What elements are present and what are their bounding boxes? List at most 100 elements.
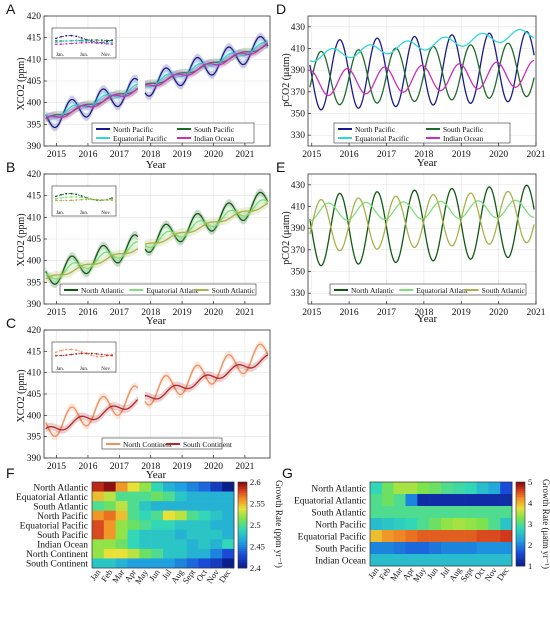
- heatmap-cell: [500, 506, 513, 519]
- heatmap-cell: [370, 518, 383, 531]
- x-tick-label: 2017: [110, 462, 129, 472]
- heatmap-cell: [127, 510, 140, 521]
- x-tick-label: 2021: [527, 308, 546, 318]
- panel-letter-d: D: [276, 1, 286, 17]
- colorbar-step: [238, 507, 247, 511]
- heatmap-cell: [500, 554, 513, 567]
- heatmap-cell: [210, 491, 223, 502]
- y-tick-label: 420: [27, 170, 42, 180]
- legend-label: North Continent: [123, 440, 173, 449]
- heatmap-frame: [91, 481, 235, 569]
- ylabel-a: XCO2 (ppm): [16, 57, 27, 110]
- heatmap-cell: [151, 501, 164, 511]
- heatmap-cell: [127, 548, 140, 559]
- heatmap-cell: [393, 482, 406, 495]
- colorbar-step: [516, 507, 525, 510]
- heatmap-cell: [103, 558, 116, 569]
- heatmap-cell: [103, 529, 116, 540]
- colorbar-tick-label: 4: [528, 498, 533, 508]
- heatmap-cell: [441, 554, 454, 567]
- heatmap-cell: [92, 491, 105, 502]
- colorbar-step: [238, 546, 247, 550]
- y-tick-label: 395: [27, 433, 42, 443]
- panel-b: 2015 2016 2017 2018 2019 2020 2021 390 395 400 405…: [27, 170, 271, 318]
- legend-label: Indian Ocean: [194, 134, 234, 143]
- plot-frame: [43, 329, 271, 459]
- heatmap-cell: [174, 520, 187, 531]
- colorbar-step: [238, 529, 247, 532]
- x-tick-label: 2017: [110, 308, 129, 318]
- series-line-equatorial_atlant: [309, 199, 535, 222]
- heatmap-cell: [393, 494, 406, 507]
- heatmap-cell: [198, 520, 211, 531]
- heatmap-cell: [186, 539, 199, 550]
- row-label: Equatorial Pacific: [298, 532, 366, 543]
- ylabel-b: XCO2 (ppm): [16, 213, 27, 266]
- series-line-south_atlantic: [309, 190, 535, 252]
- colorbar-step: [516, 545, 525, 548]
- heatmap-cell: [381, 494, 394, 507]
- heatmap-cell: [370, 494, 383, 507]
- heatmap-cell: [92, 558, 105, 569]
- legend-label: South Atlantic: [212, 286, 256, 295]
- uncertainty-band-indian_ocean: [45, 84, 138, 123]
- y-tick-label: 400: [27, 99, 42, 109]
- heatmap-cell: [151, 529, 164, 540]
- colorbar-step: [516, 528, 525, 531]
- heatmap-cell: [127, 501, 140, 511]
- colorbar-step: [238, 544, 247, 547]
- row-label: South Continent: [26, 560, 88, 570]
- heatmap-cell: [429, 506, 442, 519]
- colorbar-tick-label: 2.4: [250, 563, 261, 573]
- row-label: South Pacific: [315, 544, 366, 555]
- heatmap-cell: [488, 506, 501, 519]
- colorbar-frame: [515, 481, 526, 567]
- heatmap-cell: [163, 558, 176, 569]
- colorbar-step: [516, 521, 525, 525]
- colorbar-step: [238, 514, 247, 517]
- inset-tick-label: Nov.: [101, 211, 111, 216]
- heatmap-cell: [222, 491, 235, 502]
- x-tick-label: 2018: [414, 150, 433, 160]
- heatmap-cell: [151, 539, 164, 550]
- series-line-north_atlantic: [144, 191, 269, 253]
- colorbar-tick-label: 5: [528, 477, 532, 487]
- heatmap-cell: [429, 482, 442, 495]
- heatmap-cell: [417, 482, 430, 495]
- heatmap-cell: [127, 520, 140, 531]
- x-tick-label: 2019: [452, 308, 471, 318]
- heatmap-cell: [476, 482, 489, 495]
- heatmap-cell: [441, 518, 454, 531]
- y-tick-label: 370: [291, 88, 306, 98]
- legend-label: Equatorial Pacific: [113, 134, 168, 143]
- colorbar-step: [516, 553, 525, 556]
- row-label: South Atlantic: [311, 509, 366, 519]
- plot-frame: [43, 173, 271, 305]
- series-line-south_pacific: [309, 42, 535, 106]
- heatmap-cell: [452, 542, 465, 555]
- x-tick-label: 2021: [235, 462, 254, 472]
- row-label: Equatorial Pacific: [20, 521, 88, 532]
- heatmap-cell: [452, 506, 465, 519]
- inset-point: [95, 353, 98, 355]
- y-tick-label: 415: [27, 192, 42, 202]
- heatmap-cell: [464, 554, 477, 567]
- colorbar-step: [516, 517, 525, 521]
- ylabel-e: pCO2 (μatm): [281, 211, 292, 264]
- series-line-south_continent: [144, 354, 269, 400]
- heatmap-cell: [127, 558, 140, 569]
- inset-point: [111, 197, 113, 200]
- heatmap-cell: [103, 491, 116, 502]
- colorbar-step: [516, 519, 525, 523]
- heatmap-cell: [464, 494, 477, 507]
- colorbar-step: [516, 563, 525, 567]
- heatmap-cell: [222, 539, 235, 550]
- heatmap-cell: [381, 542, 394, 555]
- x-tick-label: 2017: [377, 308, 396, 318]
- y-tick-label: 400: [27, 257, 42, 267]
- heatmap-cell: [476, 542, 489, 555]
- colorbar-step: [238, 542, 247, 545]
- heatmap-cell: [139, 482, 152, 492]
- y-tick-label: 415: [27, 34, 42, 44]
- y-tick-label: 410: [27, 55, 42, 65]
